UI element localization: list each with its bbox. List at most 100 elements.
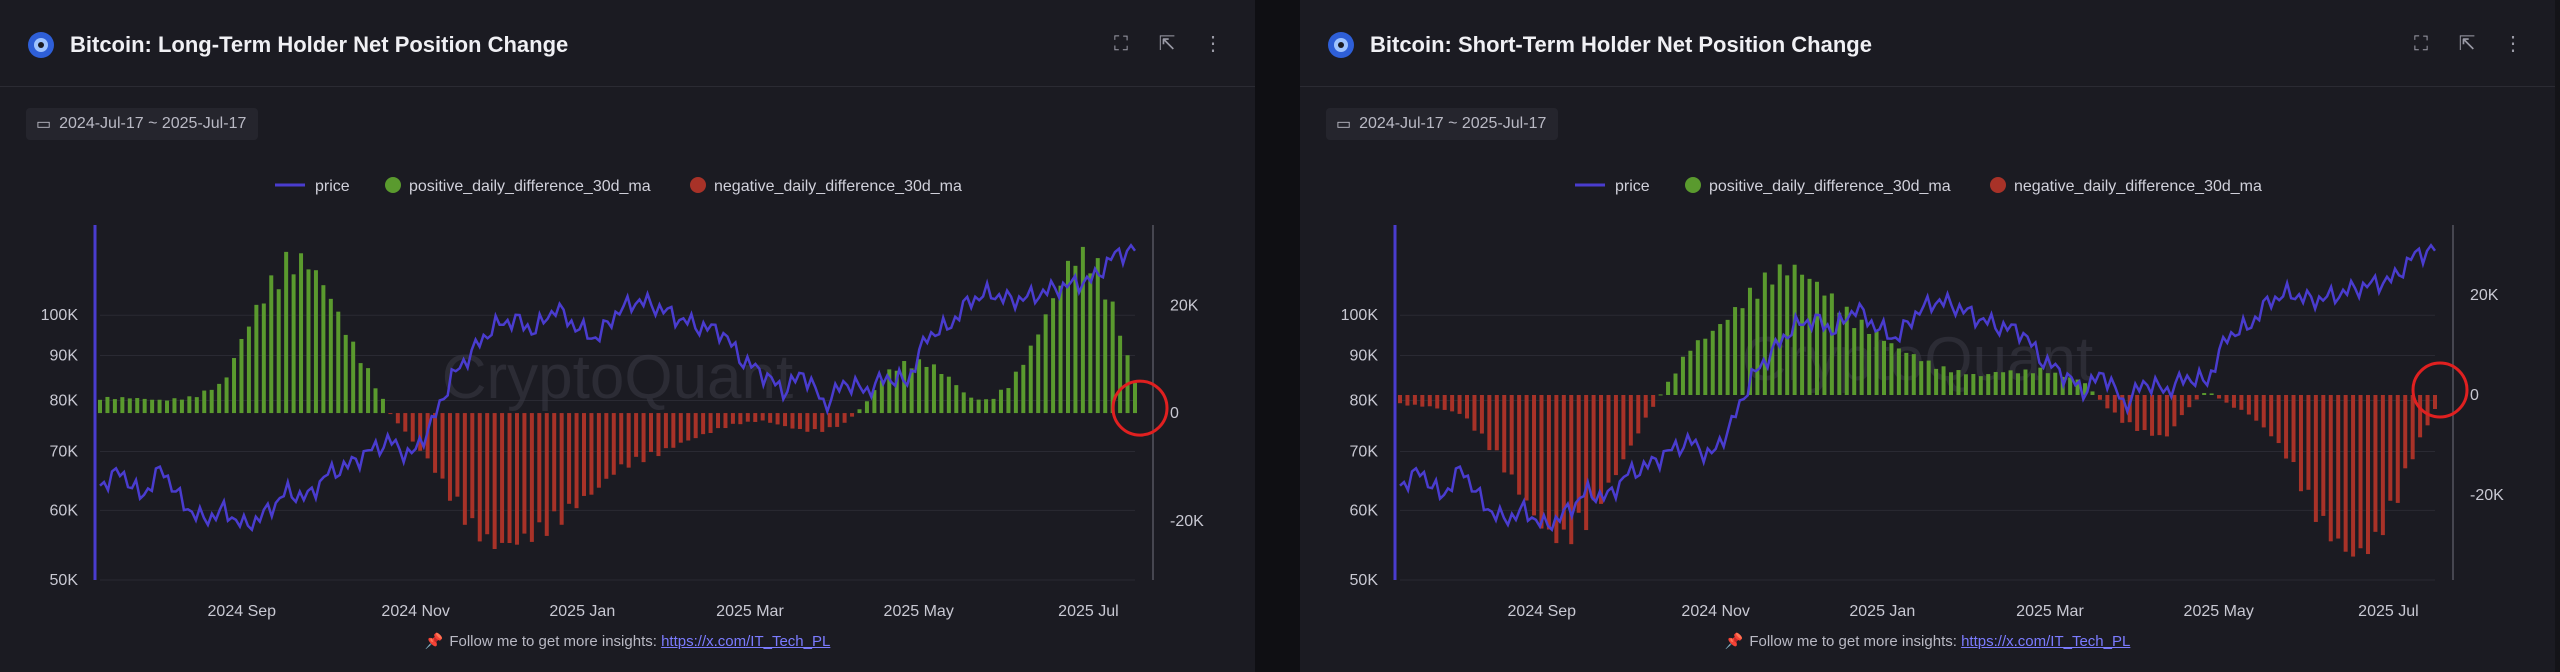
- bar-negative: [2433, 395, 2437, 409]
- bar-positive: [902, 361, 907, 414]
- bar-negative: [1591, 395, 1596, 501]
- bar-negative: [2194, 395, 2199, 400]
- bar-negative: [716, 413, 721, 429]
- price-tick-label: 50K: [1350, 572, 1379, 589]
- bar-positive: [1755, 298, 1760, 395]
- x-tick-label: 2025 Mar: [716, 603, 784, 620]
- bar-negative: [514, 413, 519, 545]
- bar-positive: [1710, 330, 1715, 395]
- bar-negative: [730, 413, 735, 424]
- footer-link[interactable]: https://x.com/IT_Tech_PL: [1961, 633, 2131, 650]
- bar-positive: [1028, 345, 1033, 414]
- bar-positive: [1110, 301, 1115, 414]
- bar-negative: [2239, 395, 2244, 410]
- share-icon[interactable]: ⇱: [2458, 33, 2476, 55]
- legend-label: negative_daily_difference_30d_ma: [714, 178, 962, 195]
- bar-negative: [775, 413, 780, 425]
- footer-link[interactable]: https://x.com/IT_Tech_PL: [661, 633, 831, 650]
- bar-negative: [1651, 395, 1656, 407]
- bar-positive: [1088, 273, 1093, 414]
- expand-icon[interactable]: ⛶: [1114, 33, 1128, 55]
- cryptoquant-logo-icon: [1328, 32, 1354, 58]
- bar-negative: [1636, 395, 1641, 434]
- bar-negative: [2254, 395, 2259, 421]
- bar-positive: [1934, 368, 1939, 395]
- bar-negative: [447, 413, 452, 501]
- bar-positive: [1762, 272, 1767, 395]
- bar-positive: [120, 397, 125, 414]
- bar-negative: [2351, 395, 2356, 557]
- bar-positive: [1844, 306, 1849, 395]
- bar-positive: [894, 370, 899, 414]
- bar-negative: [1398, 395, 1402, 404]
- bar-positive: [194, 397, 199, 414]
- chart-title: Bitcoin: Short-Term Holder Net Position …: [1370, 32, 1872, 57]
- bar-negative: [2127, 395, 2132, 423]
- bar-negative: [760, 413, 765, 421]
- date-range-picker[interactable]: ▭ 2024-Jul-17 ~ 2025-Jul-17: [26, 108, 259, 140]
- bar-negative: [2410, 395, 2415, 460]
- bar-negative: [410, 413, 415, 442]
- x-tick-label: 2024 Sep: [208, 603, 277, 620]
- date-range-picker[interactable]: ▭ 2024-Jul-17 ~ 2025-Jul-17: [1326, 108, 1559, 140]
- bar-positive: [358, 363, 363, 414]
- bar-negative: [2343, 395, 2348, 552]
- bar-positive: [1673, 373, 1678, 395]
- bar-negative: [2097, 395, 2102, 400]
- bar-negative: [1524, 395, 1529, 501]
- bar-negative: [2269, 395, 2274, 437]
- bar-positive: [1807, 278, 1812, 395]
- bar-negative: [529, 413, 534, 542]
- bar-positive: [165, 400, 170, 414]
- bar-negative: [1494, 395, 1499, 451]
- footer-note: 📌 Follow me to get more insights: https:/…: [1300, 632, 2555, 650]
- bar-positive: [1036, 334, 1041, 414]
- bar-negative: [1532, 395, 1537, 516]
- share-icon[interactable]: ⇱: [1158, 33, 1176, 55]
- bar-negative: [850, 413, 855, 417]
- bar-negative: [470, 413, 475, 519]
- bar-positive: [150, 399, 155, 414]
- bar-positive: [261, 303, 266, 414]
- bar-positive: [976, 399, 981, 414]
- bar-positive: [2090, 391, 2095, 395]
- bar-positive: [1949, 372, 1954, 395]
- more-icon[interactable]: ⋮: [2503, 33, 2523, 55]
- bar-positive: [232, 358, 237, 414]
- bar-positive: [1814, 281, 1819, 395]
- bar-positive: [991, 398, 996, 414]
- price-tick-label: 60K: [50, 502, 79, 519]
- bar-positive: [1733, 307, 1738, 395]
- x-tick-label: 2025 Jan: [1849, 603, 1915, 620]
- bar-negative: [485, 413, 490, 535]
- bar-positive: [2202, 393, 2207, 395]
- bar-negative: [589, 413, 594, 495]
- bar-positive: [1867, 333, 1872, 395]
- bar-positive: [142, 398, 147, 414]
- bar-positive: [1889, 343, 1894, 395]
- chart-area: price positive_daily_difference_30d_ma neg…: [41, 177, 1204, 620]
- bar-negative: [1628, 395, 1633, 446]
- bar-positive: [1740, 308, 1745, 395]
- footer-text: Follow me to get more insights:: [449, 633, 657, 650]
- bar-negative: [783, 413, 788, 427]
- chart-legend: price positive_daily_difference_30d_ma neg…: [275, 177, 962, 195]
- bar-positive: [1904, 352, 1909, 395]
- bar-positive: [187, 396, 192, 414]
- bar-negative: [574, 413, 579, 509]
- bar-negative: [619, 413, 624, 465]
- bar-negative: [2403, 395, 2408, 469]
- bar-positive: [1822, 295, 1827, 395]
- bar-positive: [1006, 388, 1011, 414]
- bar-positive: [946, 376, 951, 414]
- bar-negative: [507, 413, 512, 544]
- expand-icon[interactable]: ⛶: [2414, 33, 2428, 55]
- bar-negative: [827, 413, 832, 428]
- more-icon[interactable]: ⋮: [1203, 33, 1223, 55]
- bar-negative: [1613, 395, 1618, 476]
- bar-positive: [872, 390, 877, 414]
- bar-positive: [1829, 293, 1834, 395]
- bar-negative: [604, 413, 609, 479]
- bar-positive: [961, 392, 966, 414]
- price-tick-label: 80K: [50, 392, 79, 409]
